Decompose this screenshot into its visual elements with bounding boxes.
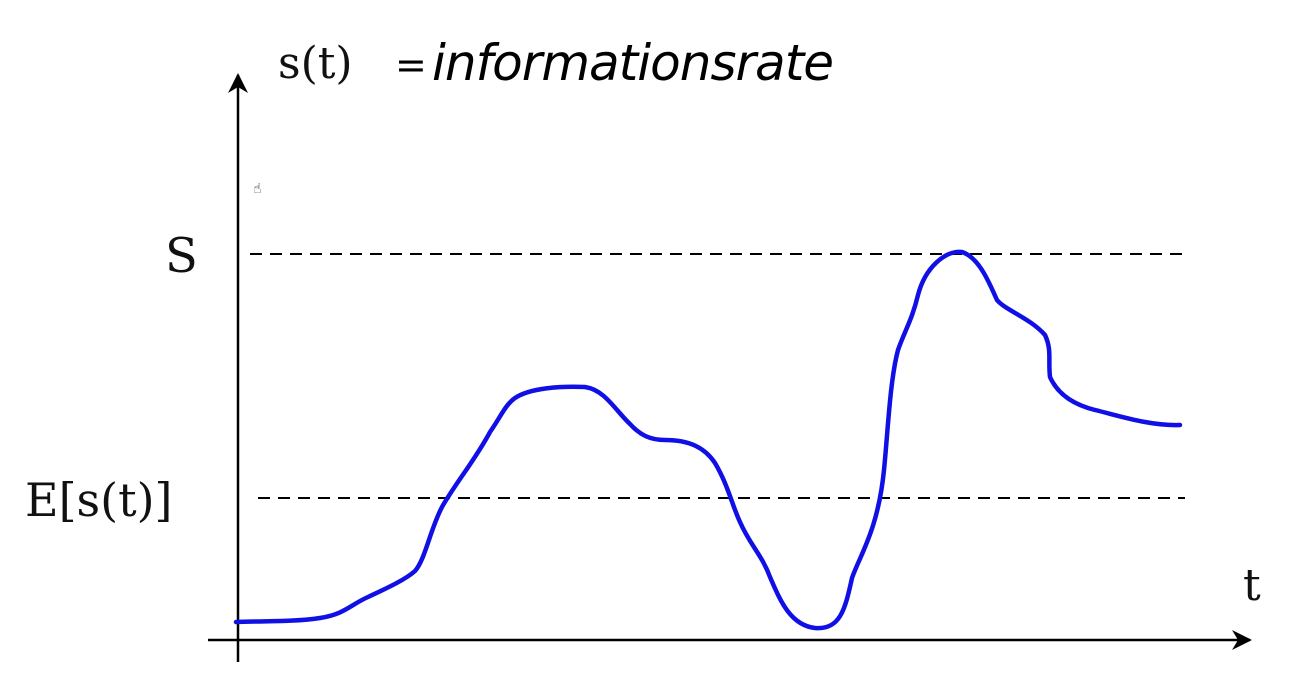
formula-lhs: s(t) xyxy=(278,38,353,89)
mean-level-label: E[s(t)] xyxy=(25,473,172,527)
hand-cursor-icon: ☝ xyxy=(253,181,262,197)
x-axis-label: t xyxy=(1243,560,1261,611)
formula-equals: = xyxy=(395,43,427,87)
information-rate-curve xyxy=(233,249,1183,631)
formula-handwritten-term: informationsrate xyxy=(432,34,833,92)
max-level-label: S xyxy=(165,228,198,284)
